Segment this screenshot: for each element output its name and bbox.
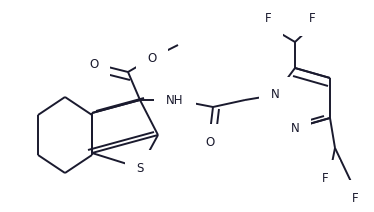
Text: S: S bbox=[136, 162, 144, 174]
Text: F: F bbox=[265, 11, 271, 25]
Text: O: O bbox=[89, 59, 99, 71]
Text: N: N bbox=[291, 121, 299, 134]
Text: NH: NH bbox=[166, 93, 184, 106]
Text: F: F bbox=[352, 191, 358, 205]
Text: F: F bbox=[322, 172, 328, 184]
Text: N: N bbox=[271, 88, 279, 102]
Text: F: F bbox=[309, 11, 315, 25]
Text: O: O bbox=[147, 52, 157, 64]
Text: O: O bbox=[205, 135, 215, 148]
